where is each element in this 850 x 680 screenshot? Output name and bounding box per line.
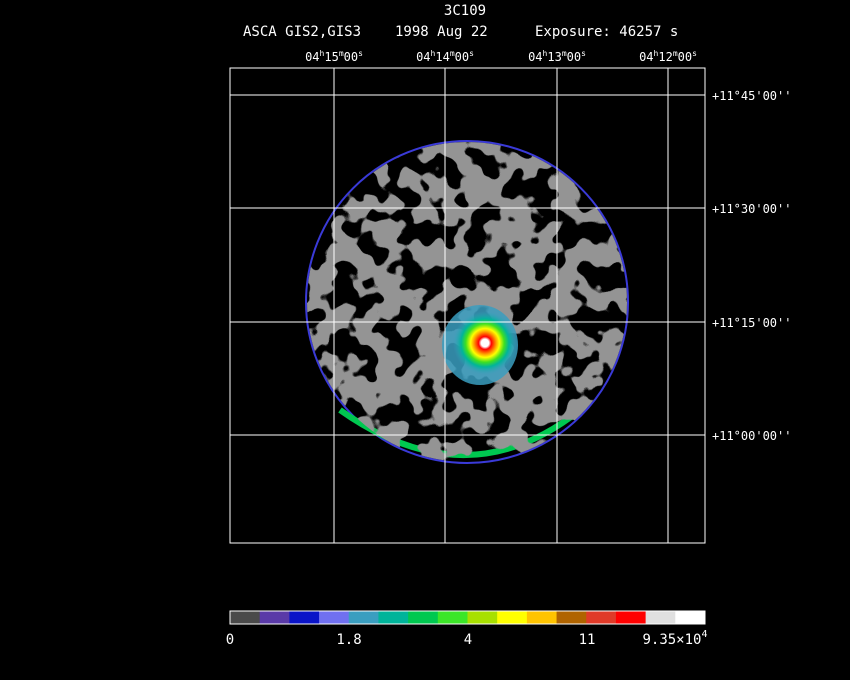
dec-label: +11°30'00'' bbox=[712, 202, 791, 216]
colorbar-label-part: 4 bbox=[464, 632, 472, 648]
ra-label-part: 15 bbox=[324, 50, 338, 64]
ra-label-part: 04 bbox=[416, 50, 430, 64]
ra-label-part: 13 bbox=[547, 50, 561, 64]
ra-label-part: 04 bbox=[639, 50, 653, 64]
colorbar-label-part: 9.35×10 bbox=[642, 632, 701, 648]
colorbar-segment bbox=[378, 611, 409, 624]
colorbar-label-part: 0 bbox=[226, 632, 234, 648]
date: 1998 Aug 22 bbox=[395, 24, 488, 40]
ra-label-part: m bbox=[339, 49, 344, 58]
ra-label: 04h14m00s bbox=[416, 49, 474, 64]
colorbar-segment bbox=[497, 611, 528, 624]
ra-label-part: h bbox=[543, 49, 548, 58]
colorbar-label: 11 bbox=[579, 632, 596, 648]
colorbar-segment bbox=[675, 611, 706, 624]
colorbar-segment bbox=[408, 611, 439, 624]
ra-label-part: s bbox=[358, 49, 363, 58]
ra-label-part: s bbox=[581, 49, 586, 58]
dec-label: +11°00'00'' bbox=[712, 429, 791, 443]
ra-label-part: 12 bbox=[658, 50, 672, 64]
colorbar-segment bbox=[259, 611, 290, 624]
colorbar-label: 0 bbox=[226, 632, 234, 648]
ra-label-part: h bbox=[431, 49, 436, 58]
instrument: ASCA GIS2,GIS3 bbox=[243, 24, 361, 40]
colorbar-segment bbox=[289, 611, 320, 624]
background-counts bbox=[307, 142, 627, 462]
colorbar-label: 1.8 bbox=[336, 632, 361, 648]
ra-label-part: 00 bbox=[455, 50, 469, 64]
colorbar-label-part: 11 bbox=[579, 632, 596, 648]
ra-label-part: 00 bbox=[567, 50, 581, 64]
ra-label-part: m bbox=[562, 49, 567, 58]
colorbar-segment bbox=[348, 611, 379, 624]
ra-label-part: h bbox=[320, 49, 325, 58]
colorbar-segment bbox=[230, 611, 261, 624]
colorbar-segment bbox=[556, 611, 587, 624]
ra-label: 04h13m00s bbox=[528, 49, 586, 64]
ra-label: 04h15m00s bbox=[305, 49, 363, 64]
colorbar-segment bbox=[615, 611, 647, 624]
ra-label-part: 14 bbox=[435, 50, 449, 64]
dec-label: +11°15'00'' bbox=[712, 316, 791, 330]
ra-label-part: 04 bbox=[528, 50, 542, 64]
colorbar-segment bbox=[467, 611, 498, 624]
title: 3C109 bbox=[444, 3, 486, 19]
ra-label-part: h bbox=[654, 49, 659, 58]
ra-label: 04h12m00s bbox=[639, 49, 697, 64]
colorbar: 0 1.8 4 11 9.35×104 bbox=[226, 610, 708, 648]
colorbar-segment bbox=[586, 611, 617, 624]
colorbar-segment bbox=[645, 611, 676, 624]
exposure: Exposure: 46257 s bbox=[535, 24, 678, 40]
frame bbox=[229, 67, 706, 544]
coordinate-grid: 04h15m00s 04h14m00s 04h13m00s 04h12m00s+11°… bbox=[229, 49, 791, 544]
ra-label-part: 00 bbox=[344, 50, 358, 64]
colorbar-label: 9.35×104 bbox=[642, 629, 707, 648]
colorbar-frame bbox=[229, 610, 706, 625]
colorbar-segment bbox=[526, 611, 558, 624]
ra-label-part: m bbox=[450, 49, 455, 58]
ra-label-part: m bbox=[673, 49, 678, 58]
field-edge bbox=[305, 140, 629, 464]
dec-label: +11°45'00'' bbox=[712, 89, 791, 103]
colorbar-label-part: 4 bbox=[701, 629, 707, 640]
colorbar-label-part: 1.8 bbox=[336, 632, 361, 648]
ra-label-part: s bbox=[692, 49, 697, 58]
colorbar-segment bbox=[319, 611, 350, 624]
source bbox=[453, 311, 517, 375]
colorbar-label: 4 bbox=[464, 632, 472, 648]
ra-label-part: s bbox=[469, 49, 474, 58]
ra-label-part: 00 bbox=[678, 50, 692, 64]
image bbox=[305, 140, 629, 464]
ra-label-part: 04 bbox=[305, 50, 319, 64]
colorbar-segment bbox=[437, 611, 468, 624]
